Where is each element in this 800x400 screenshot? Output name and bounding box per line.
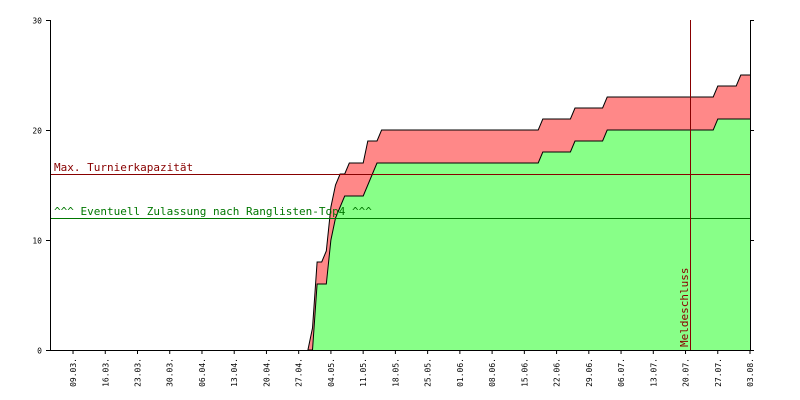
area-series-group bbox=[307, 74, 750, 351]
x-tick-label: 09.03. bbox=[69, 358, 78, 387]
x-tick-label: 23.03. bbox=[134, 358, 143, 387]
axes bbox=[50, 20, 751, 351]
reference-lines bbox=[50, 20, 750, 350]
x-tick-label: 13.07. bbox=[649, 358, 658, 387]
x-tick-label: 13.04. bbox=[230, 358, 239, 387]
y-axis-ticks: 0 10 20 30 bbox=[32, 17, 754, 356]
y-tick-label: 20 bbox=[32, 127, 42, 136]
x-tick-label: 08.06. bbox=[488, 358, 497, 387]
x-tick-label: 25.05. bbox=[424, 358, 433, 387]
x-tick-label: 06.04. bbox=[198, 358, 207, 387]
x-tick-label: 27.04. bbox=[295, 358, 304, 387]
x-tick-label: 04.05. bbox=[327, 358, 336, 387]
x-tick-label: 20.04. bbox=[262, 358, 271, 387]
x-tick-label: 30.03. bbox=[166, 358, 175, 387]
ref-line-label-max-capacity: Max. Turnierkapazität bbox=[54, 161, 193, 174]
ref-line-label-deadline: Meldeschluss bbox=[678, 268, 691, 347]
ref-line-label-eventual-admission: ^^^ Eventuell Zulassung nach Ranglisten-… bbox=[54, 205, 372, 218]
x-tick-label: 20.07. bbox=[682, 358, 691, 387]
y-tick-label: 10 bbox=[32, 237, 42, 246]
area-series-1-outline bbox=[307, 74, 750, 351]
x-tick-label: 29.06. bbox=[585, 358, 594, 387]
y-tick-label: 0 bbox=[37, 347, 42, 356]
area-series-2 bbox=[307, 119, 750, 350]
x-tick-label: 11.05. bbox=[359, 358, 368, 387]
x-tick-label: 01.06. bbox=[456, 358, 465, 387]
x-tick-label: 27.07. bbox=[714, 358, 723, 387]
x-axis-ticks: 09.03. 16.03. 23.03. 30.03. 06.04. 13.04. 20.0… bbox=[69, 350, 755, 387]
x-tick-label: 18.05. bbox=[391, 358, 400, 387]
x-tick-label: 16.03. bbox=[101, 358, 110, 387]
area-series-2-outline bbox=[307, 118, 750, 351]
y-tick-label: 30 bbox=[32, 17, 42, 26]
x-tick-label: 15.06. bbox=[520, 358, 529, 387]
x-tick-label: 06.07. bbox=[617, 358, 626, 387]
x-tick-label: 03.08. bbox=[746, 358, 755, 387]
x-tick-label: 22.06. bbox=[553, 358, 562, 387]
